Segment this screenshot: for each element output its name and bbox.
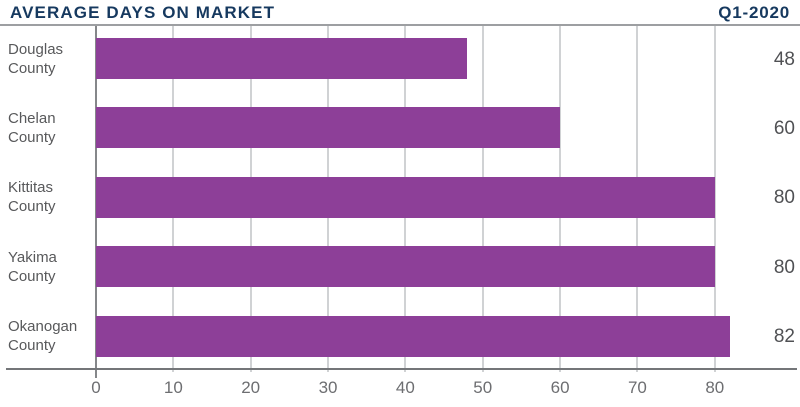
- category-label: Douglas County: [8, 40, 64, 77]
- x-tick-label: 80: [705, 378, 725, 397]
- value-label: 48: [773, 48, 795, 70]
- value-label: 80: [773, 256, 795, 278]
- category-label: Okanogan County: [8, 318, 78, 355]
- x-tick-label: 20: [241, 378, 261, 397]
- period-label: Q1-2020: [718, 3, 790, 22]
- x-tick-label: 60: [550, 378, 570, 397]
- x-tick-label: 50: [473, 378, 493, 397]
- x-axis-line: [6, 368, 797, 370]
- chart-title: AVERAGE DAYS ON MARKET: [10, 3, 276, 22]
- x-tick-label: 30: [318, 378, 338, 397]
- x-tick-label: 0: [91, 378, 101, 397]
- bar: [96, 246, 715, 288]
- bar: [96, 107, 561, 149]
- gridline: [713, 26, 716, 372]
- plot-area: 0 10 20 30 40 50 60 70 80 Douglas County 48 Chelan …: [0, 26, 800, 407]
- x-tick-label: 70: [627, 378, 647, 397]
- x-tick-label: 10: [163, 378, 183, 397]
- category-label: Kittitas County: [8, 179, 56, 216]
- bar: [96, 38, 468, 79]
- category-label: Chelan County: [8, 109, 56, 146]
- x-tick-label: 40: [395, 378, 415, 397]
- value-label: 80: [773, 187, 795, 209]
- value-label: 82: [773, 326, 795, 348]
- header-divider: [0, 24, 800, 26]
- category-label: Yakima County: [8, 248, 57, 285]
- bar: [96, 176, 715, 218]
- value-label: 60: [773, 117, 795, 139]
- bar: [96, 315, 731, 357]
